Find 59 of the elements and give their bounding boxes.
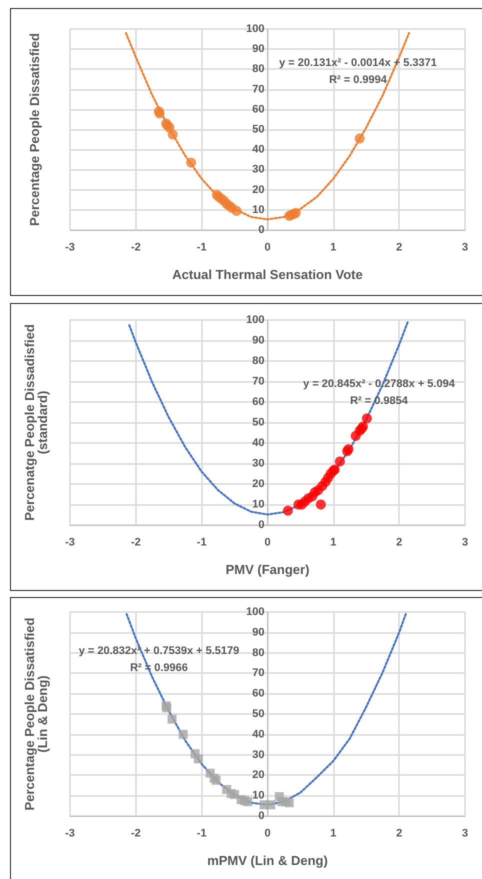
y-tick-label: 60 bbox=[252, 688, 264, 700]
y-tick-label: 70 bbox=[252, 83, 264, 96]
x-tick-label: -1 bbox=[196, 242, 207, 254]
x-tick-label: 2 bbox=[396, 536, 402, 548]
y-tick-label: 70 bbox=[252, 376, 264, 388]
y-tick-label: 90 bbox=[252, 334, 264, 346]
y-tick-label: 0 bbox=[258, 224, 264, 236]
y-tick-label: 80 bbox=[252, 646, 264, 659]
x-tick-label: 3 bbox=[462, 536, 468, 548]
y-tick-label: 90 bbox=[252, 43, 264, 56]
y-tick-label: 10 bbox=[252, 498, 264, 510]
x-tick-label: -2 bbox=[130, 536, 141, 548]
x-tick-label: 1 bbox=[330, 536, 336, 548]
y-tick-label: 0 bbox=[258, 810, 264, 822]
x-tick-label: 2 bbox=[396, 242, 402, 254]
y-tick-label: 80 bbox=[252, 63, 264, 76]
y-axis-title: Percentage People Dissatisfied bbox=[27, 32, 42, 226]
y-tick-label: 10 bbox=[252, 790, 264, 802]
x-tick-label: 3 bbox=[462, 242, 468, 254]
y-tick-label: 30 bbox=[252, 748, 264, 761]
y-tick-label: 20 bbox=[252, 478, 264, 490]
y-tick-label: 40 bbox=[252, 437, 264, 449]
y-tick-label: 60 bbox=[252, 396, 264, 408]
y-tick-label: 50 bbox=[252, 416, 264, 428]
x-tick-label: -1 bbox=[196, 536, 207, 548]
y-tick-label: 30 bbox=[252, 458, 264, 470]
y-tick-label: 20 bbox=[252, 184, 264, 196]
x-tick-label: 1 bbox=[330, 828, 336, 840]
x-tick-label: -2 bbox=[130, 242, 141, 254]
x-tick-label: -3 bbox=[65, 242, 75, 254]
y-tick-label: 40 bbox=[252, 728, 264, 740]
x-tick-label: 2 bbox=[396, 828, 402, 840]
y-tick-label: 60 bbox=[252, 103, 264, 116]
x-axis-title: mPMV (Lin & Deng) bbox=[207, 853, 328, 868]
y-tick-label: 90 bbox=[252, 626, 264, 638]
y-tick-label: 0 bbox=[258, 519, 264, 531]
y-tick-label: 50 bbox=[252, 708, 264, 720]
y-tick-label: 50 bbox=[252, 124, 264, 136]
annotation: R² = 0.9994 bbox=[329, 74, 388, 86]
y-tick-label: 10 bbox=[252, 204, 264, 216]
x-tick-label: 1 bbox=[330, 242, 336, 254]
annotation: y = 20.832x² + 0.7539x + 5.5179 bbox=[78, 645, 240, 657]
x-axis-title: Actual Thermal Sensation Vote bbox=[172, 267, 363, 282]
x-axis-title: PMV (Fanger) bbox=[226, 562, 310, 577]
x-tick-label: -3 bbox=[65, 536, 75, 548]
y-tick-label: 100 bbox=[246, 314, 264, 326]
y-tick-label: 80 bbox=[252, 355, 264, 367]
x-tick-label: -1 bbox=[196, 828, 207, 840]
x-tick-label: -3 bbox=[65, 828, 75, 840]
y-tick-label: 40 bbox=[252, 144, 264, 156]
y-axis-title: Percentage People Dissatisfied (Lin & Deng) bbox=[22, 617, 50, 810]
x-tick-label: 3 bbox=[462, 828, 468, 840]
y-tick-label: 100 bbox=[246, 606, 264, 618]
y-tick-label: 70 bbox=[252, 667, 264, 680]
y-tick-label: 100 bbox=[246, 23, 264, 35]
y-axis-title: Percenatge People Dissadisfied (standard) bbox=[22, 324, 50, 521]
x-tick-label: -2 bbox=[130, 828, 141, 840]
y-tick-label: 20 bbox=[252, 769, 264, 782]
y-tick-label: 30 bbox=[252, 164, 264, 176]
